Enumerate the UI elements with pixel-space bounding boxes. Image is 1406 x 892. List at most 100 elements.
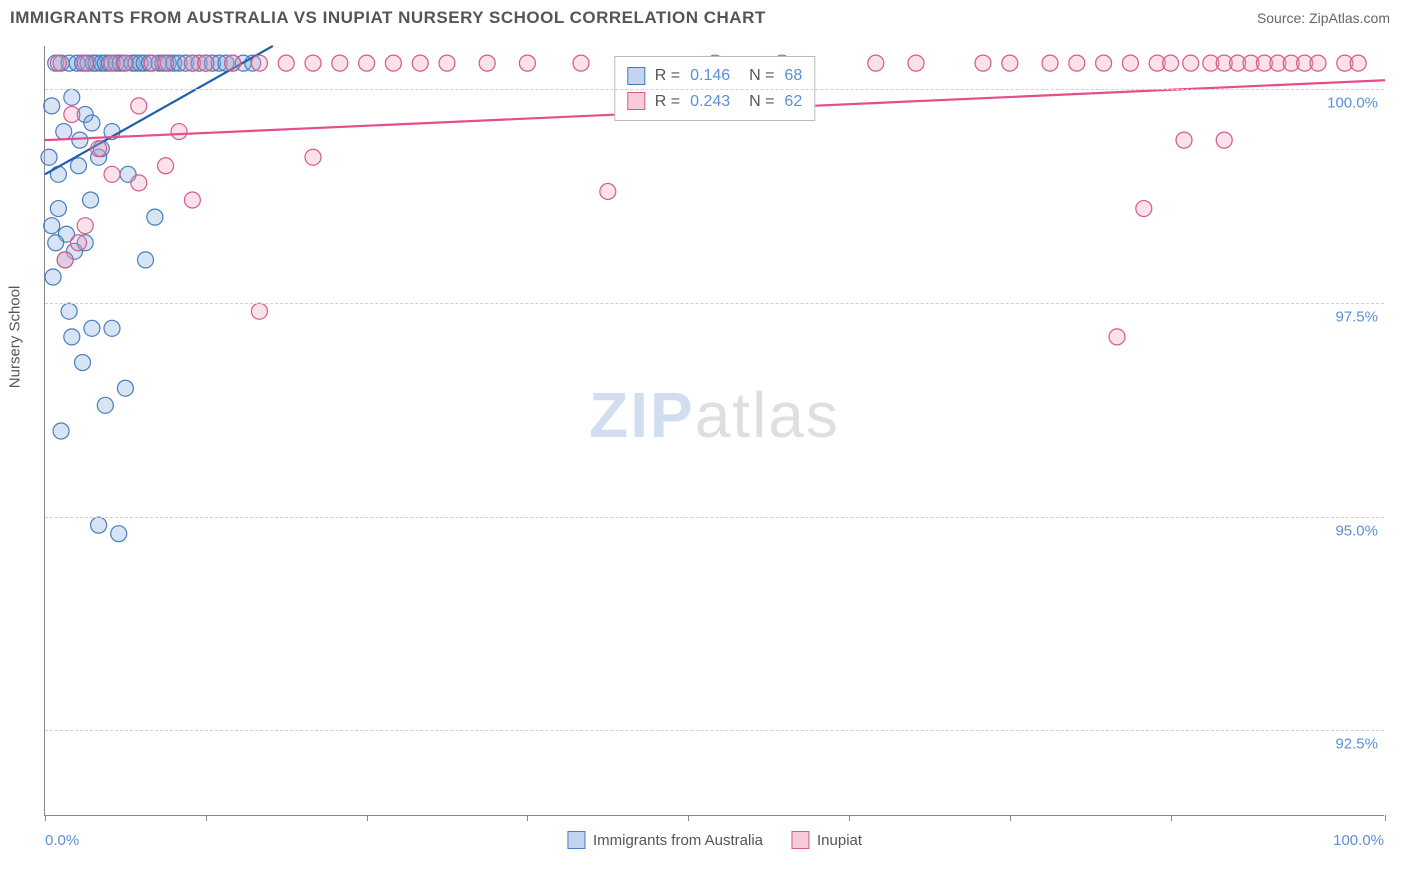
data-point (975, 55, 991, 71)
data-point (104, 320, 120, 336)
x-tick (206, 815, 207, 821)
x-tick (367, 815, 368, 821)
x-tick (1385, 815, 1386, 821)
data-point (117, 380, 133, 396)
legend-row-blue: R = 0.146 N = 68 (627, 63, 802, 89)
data-point (56, 124, 72, 140)
data-point (158, 158, 174, 174)
data-point (868, 55, 884, 71)
data-point (158, 55, 174, 71)
data-point (71, 235, 87, 251)
data-point (84, 320, 100, 336)
x-tick (849, 815, 850, 821)
gridline (45, 730, 1384, 731)
legend-n-label: N = (740, 89, 774, 115)
legend-n-pink: 62 (784, 89, 802, 115)
data-point (72, 132, 88, 148)
data-point (278, 55, 294, 71)
legend-row-pink: R = 0.243 N = 62 (627, 89, 802, 115)
data-point (1183, 55, 1199, 71)
x-axis-max-label: 100.0% (1333, 832, 1384, 849)
data-point (251, 303, 267, 319)
data-point (171, 124, 187, 140)
legend-n-blue: 68 (784, 63, 802, 89)
data-point (305, 55, 321, 71)
swatch-pink-icon (791, 831, 809, 849)
data-point (61, 303, 77, 319)
data-point (1042, 55, 1058, 71)
data-point (50, 55, 66, 71)
legend-r-label: R = (655, 63, 680, 89)
x-tick (1010, 815, 1011, 821)
gridline (45, 303, 1384, 304)
data-point (41, 149, 57, 165)
data-point (251, 55, 267, 71)
data-point (48, 235, 64, 251)
data-point (1310, 55, 1326, 71)
legend-label-pink: Inupiat (817, 832, 862, 849)
series-legend: Immigrants from Australia Inupiat (567, 831, 862, 849)
data-point (1216, 132, 1232, 148)
data-point (91, 517, 107, 533)
y-tick-label: 92.5% (1335, 736, 1378, 753)
data-point (45, 269, 61, 285)
data-point (77, 55, 93, 71)
data-point (359, 55, 375, 71)
data-point (1122, 55, 1138, 71)
data-point (1069, 55, 1085, 71)
gridline (45, 89, 1384, 90)
data-point (64, 106, 80, 122)
data-point (332, 55, 348, 71)
data-point (1163, 55, 1179, 71)
data-point (1002, 55, 1018, 71)
data-point (198, 55, 214, 71)
data-point (83, 192, 99, 208)
y-axis-title: Nursery School (7, 285, 24, 388)
swatch-blue-icon (567, 831, 585, 849)
y-tick-label: 100.0% (1327, 94, 1378, 111)
legend-r-blue: 0.146 (690, 63, 730, 89)
x-tick (1171, 815, 1172, 821)
x-tick (45, 815, 46, 821)
legend-label-blue: Immigrants from Australia (593, 832, 763, 849)
data-point (479, 55, 495, 71)
data-point (1136, 201, 1152, 217)
data-point (44, 98, 60, 114)
data-point (385, 55, 401, 71)
data-point (519, 55, 535, 71)
x-tick (688, 815, 689, 821)
legend-n-label: N = (740, 63, 774, 89)
data-point (1350, 55, 1366, 71)
scatter-svg (45, 46, 1384, 815)
x-axis-min-label: 0.0% (45, 832, 79, 849)
gridline (45, 517, 1384, 518)
chart-source: Source: ZipAtlas.com (1257, 10, 1390, 26)
data-point (71, 158, 87, 174)
data-point (138, 252, 154, 268)
data-point (439, 55, 455, 71)
data-point (1109, 329, 1125, 345)
data-point (131, 175, 147, 191)
data-point (600, 183, 616, 199)
data-point (91, 141, 107, 157)
y-tick-label: 95.0% (1335, 522, 1378, 539)
data-point (1096, 55, 1112, 71)
data-point (305, 149, 321, 165)
data-point (57, 252, 73, 268)
data-point (908, 55, 924, 71)
data-point (131, 98, 147, 114)
data-point (225, 55, 241, 71)
data-point (75, 355, 91, 371)
data-point (53, 423, 69, 439)
legend-r-pink: 0.243 (690, 89, 730, 115)
data-point (104, 166, 120, 182)
y-tick-label: 97.5% (1335, 308, 1378, 325)
data-point (64, 329, 80, 345)
chart-title: IMMIGRANTS FROM AUSTRALIA VS INUPIAT NUR… (10, 8, 766, 28)
data-point (50, 201, 66, 217)
x-tick (527, 815, 528, 821)
data-point (184, 192, 200, 208)
data-point (573, 55, 589, 71)
data-point (97, 397, 113, 413)
data-point (84, 115, 100, 131)
